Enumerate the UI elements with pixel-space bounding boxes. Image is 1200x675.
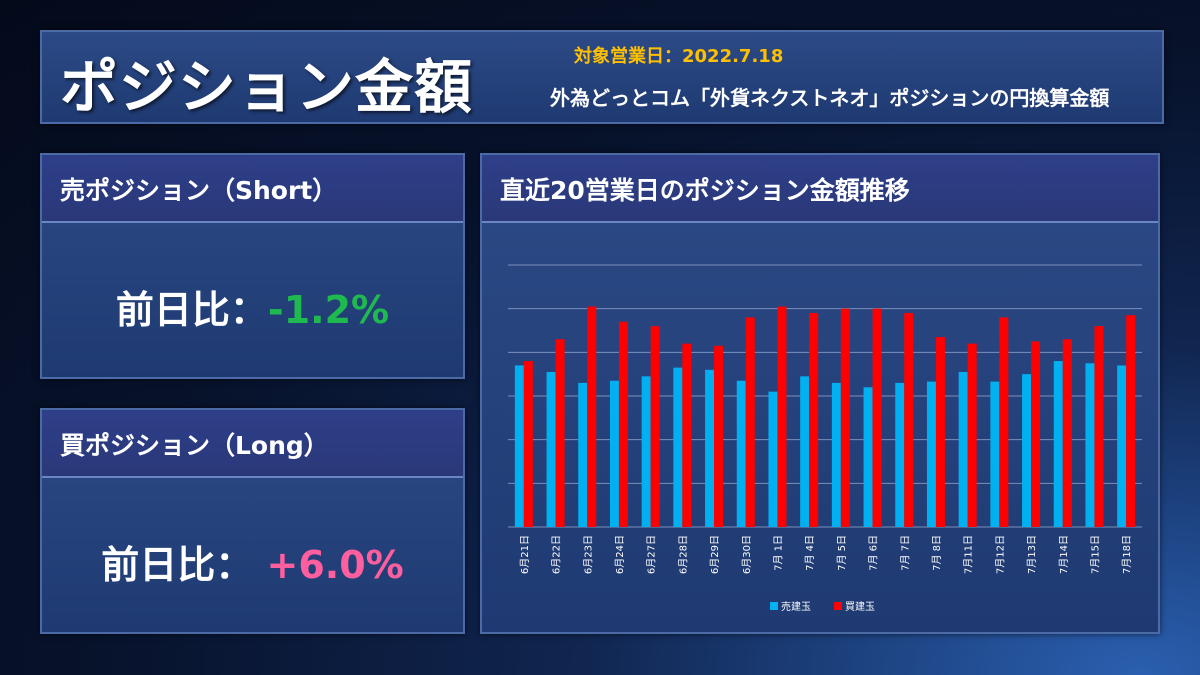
- x-tick-label: 6月24日: [614, 535, 626, 574]
- x-tick-label: 7月 7日: [899, 535, 911, 571]
- bar-long: [809, 313, 819, 527]
- bar-long: [904, 313, 914, 527]
- long-panel-title: 買ポジション（Long）: [60, 431, 329, 460]
- x-tick-label: 7月14日: [1058, 535, 1070, 574]
- bar-long: [872, 308, 882, 527]
- long-panel-header: 買ポジション（Long）: [42, 410, 463, 478]
- page-subtitle: 外為どっとコム「外貨ネクストネオ」ポジションの円換算金額: [550, 86, 1110, 110]
- long-ratio-label: 前日比：: [101, 543, 254, 587]
- bar-short: [1117, 365, 1127, 527]
- x-tick-label: 6月29日: [709, 535, 721, 574]
- bar-long: [1031, 341, 1041, 527]
- short-ratio-value: -1.2%: [267, 288, 390, 332]
- bar-long: [999, 317, 1009, 527]
- bar-short: [673, 367, 683, 527]
- bar-short: [1053, 361, 1063, 527]
- x-tick-label: 7月 8日: [931, 535, 943, 571]
- chart-title: 直近20営業日のポジション金額推移: [500, 176, 910, 205]
- bar-long: [935, 337, 945, 527]
- bar-long: [650, 326, 660, 527]
- bar-short: [1085, 363, 1095, 527]
- bar-long: [745, 317, 755, 527]
- page-title: ポジション金額: [60, 53, 474, 121]
- bar-short: [546, 371, 556, 527]
- long-ratio-value: +6.0%: [266, 543, 404, 587]
- short-panel-header: 売ポジション（Short）: [42, 155, 463, 223]
- short-ratio-label: 前日比：: [115, 288, 268, 332]
- long-ratio: 前日比： +6.0%: [42, 534, 463, 589]
- legend-label: 買建玉: [845, 600, 875, 613]
- x-tick-label: 7月13日: [1026, 535, 1038, 574]
- x-tick-label: 7月11日: [963, 535, 975, 574]
- bar-short: [800, 376, 810, 527]
- short-panel-title: 売ポジション（Short）: [60, 176, 338, 205]
- x-tick-label: 7月15日: [1089, 535, 1101, 574]
- bar-short: [831, 382, 841, 527]
- bar-short: [895, 382, 905, 527]
- bar-long: [840, 308, 850, 527]
- x-tick-label: 7月12日: [994, 535, 1006, 574]
- position-bar-chart: 6月21日 6月22日 6月23日 6月24日 6月27日 6月28日 6月29日 6月30日…: [508, 264, 1142, 613]
- x-tick-label: 6月28日: [677, 535, 689, 574]
- bar-short: [705, 369, 715, 527]
- x-tick-label: 6月27日: [646, 535, 658, 574]
- x-tick-label: 7月18日: [1121, 535, 1133, 574]
- bar-long: [967, 343, 977, 527]
- bar-short: [1022, 374, 1032, 527]
- bar-short: [641, 376, 651, 527]
- long-position-panel: 買ポジション（Long） 前日比： +6.0%: [40, 408, 465, 634]
- bar-short: [578, 382, 588, 527]
- legend-label: 売建玉: [781, 600, 811, 613]
- bar-long: [777, 306, 787, 527]
- bar-long: [682, 343, 692, 527]
- bar-long: [523, 361, 533, 527]
- bar-short: [736, 380, 746, 527]
- short-position-panel: 売ポジション（Short） 前日比：-1.2%: [40, 153, 465, 379]
- x-tick-label: 7月 6日: [868, 535, 880, 571]
- bar-long: [587, 306, 597, 527]
- bar-long: [1126, 315, 1136, 527]
- bar-long: [1094, 326, 1104, 527]
- bar-short: [609, 380, 619, 527]
- bar-short: [926, 381, 936, 527]
- x-tick-label: 6月21日: [519, 535, 531, 574]
- bar-long: [714, 345, 724, 527]
- legend-swatch: [770, 602, 778, 610]
- x-tick-label: 7月 1日: [772, 535, 784, 571]
- bar-long: [1062, 339, 1072, 527]
- bar-short: [990, 381, 1000, 527]
- bar-short: [514, 365, 524, 527]
- x-tick-label: 7月 5日: [836, 535, 848, 571]
- x-tick-label: 7月 4日: [804, 535, 816, 571]
- bar-long: [555, 339, 565, 527]
- bar-short: [863, 387, 873, 527]
- chart-panel: 直近20営業日のポジション金額推移 6月21日 6月22日 6月23日 6月24日 6月…: [480, 153, 1160, 634]
- x-tick-label: 6月23日: [582, 535, 594, 574]
- bar-short: [768, 391, 778, 527]
- short-ratio: 前日比：-1.2%: [42, 279, 463, 334]
- target-date: 対象営業日：2022.7.18: [574, 46, 784, 67]
- legend-swatch: [834, 602, 842, 610]
- x-tick-label: 6月30日: [741, 535, 753, 574]
- chart-panel-header: 直近20営業日のポジション金額推移: [482, 155, 1158, 223]
- bar-short: [958, 371, 968, 527]
- header-panel: ポジション金額 対象営業日：2022.7.18 外為どっとコム「外貨ネクストネオ…: [40, 30, 1164, 124]
- bar-long: [618, 321, 628, 527]
- x-tick-label: 6月22日: [551, 535, 563, 574]
